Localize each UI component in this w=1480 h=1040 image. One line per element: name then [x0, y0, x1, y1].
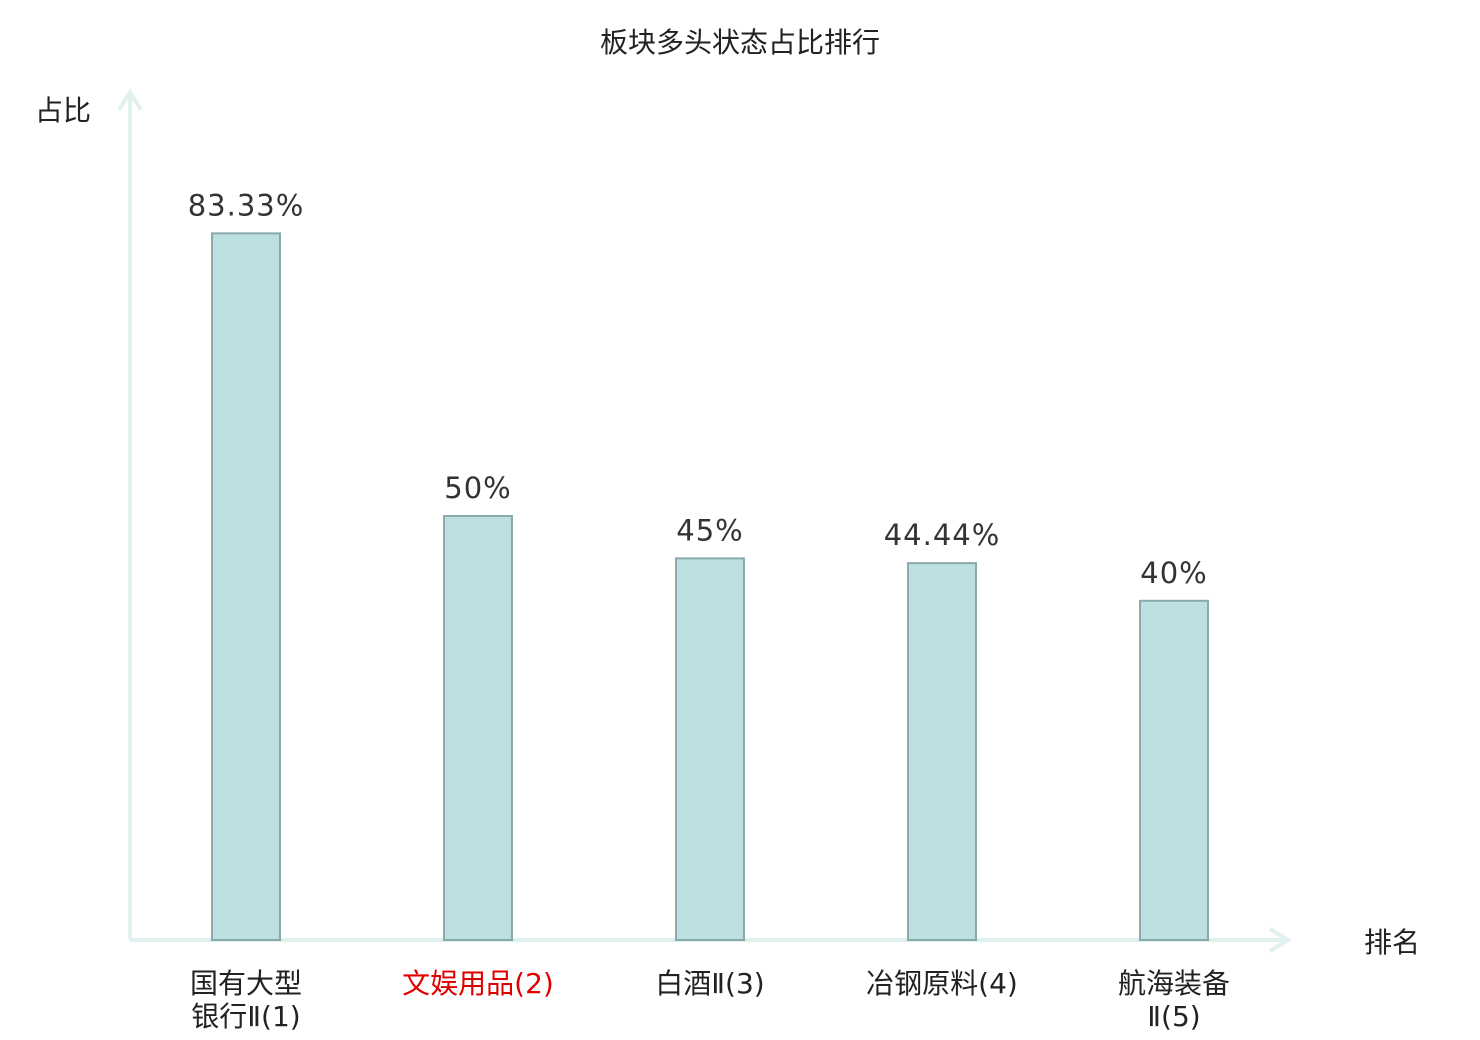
x-axis-arrow: [1268, 927, 1292, 953]
bar-4: [907, 562, 977, 941]
y-axis: 占比: [35, 88, 143, 940]
category-label-1: 国有大型: [190, 967, 302, 1000]
bars-group: [211, 232, 1209, 942]
value-label-1: 83.33%: [188, 188, 305, 222]
value-label-3: 45%: [676, 513, 743, 547]
bar-5: [1139, 599, 1209, 941]
category-label-4: 冶钢原料(4): [866, 967, 1018, 1000]
x-axis-label: 排名: [1364, 926, 1420, 959]
y-axis-arrow: [117, 88, 143, 112]
category-label-5: 航海装备: [1118, 967, 1230, 1000]
chart-title: 板块多头状态占比排行: [600, 26, 880, 59]
bar-1: [211, 232, 281, 942]
value-label-4: 44.44%: [884, 518, 1001, 552]
category-label-3: 白酒Ⅱ(3): [655, 967, 764, 1000]
y-axis-label: 占比: [35, 94, 91, 127]
bar-2: [443, 515, 513, 941]
value-label-2: 50%: [444, 471, 511, 505]
category-label-5-line2: Ⅱ(5): [1147, 1000, 1200, 1033]
value-label-5: 40%: [1140, 556, 1207, 590]
category-label-1-line2: 银行Ⅱ(1): [191, 1000, 300, 1033]
x-axis: 排名: [130, 926, 1420, 959]
category-label-2: 文娱用品(2): [402, 967, 554, 1000]
value-labels-group: 83.33% 50% 45% 44.44% 40%: [188, 188, 1207, 590]
bar-3: [675, 557, 745, 942]
